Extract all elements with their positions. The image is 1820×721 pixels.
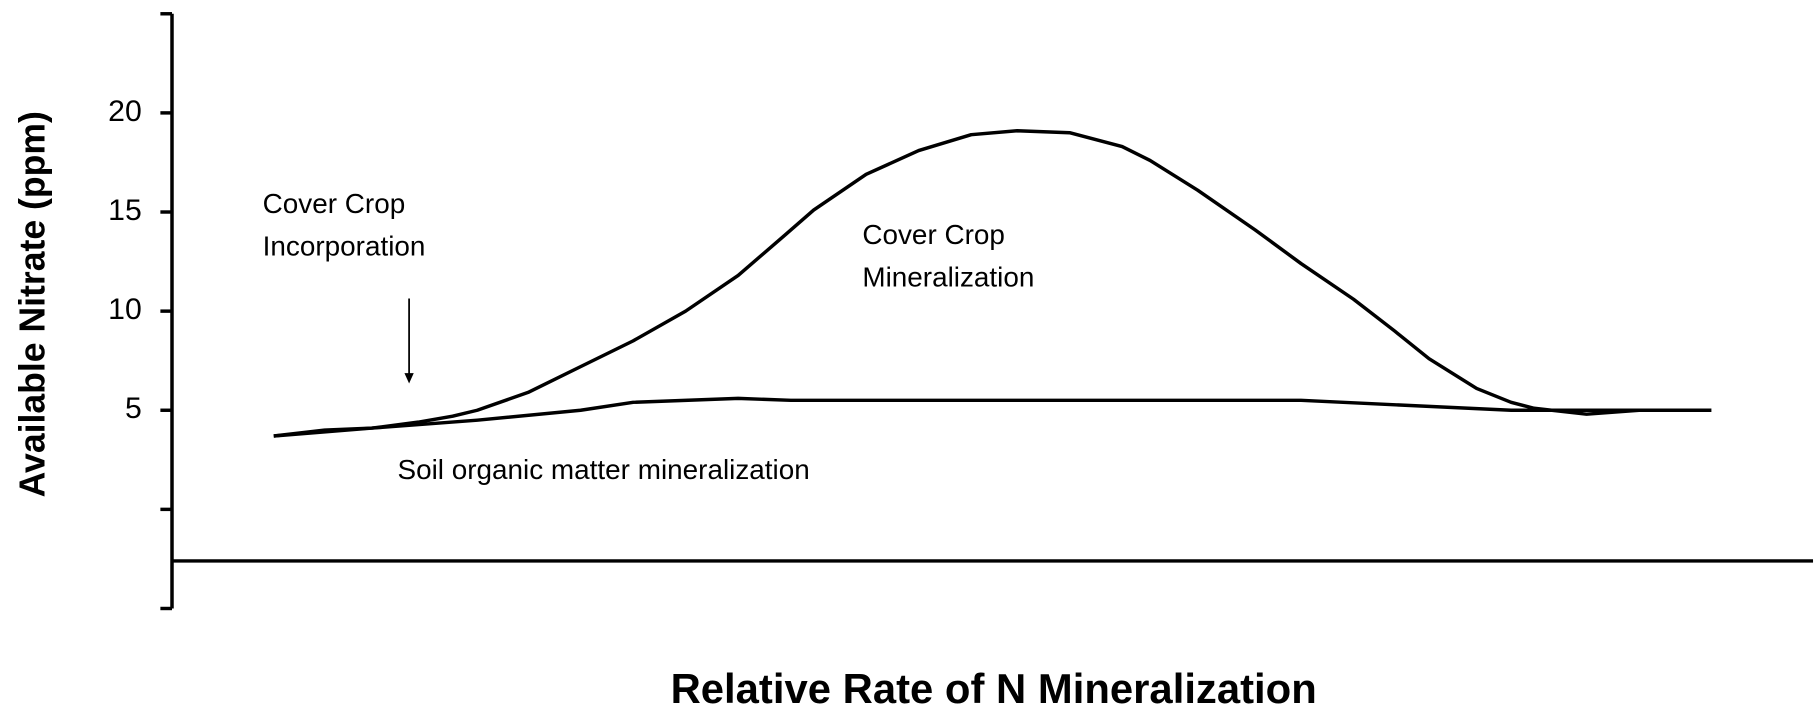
y-axis-title: Available Nitrate (ppm) [12,111,52,497]
line-series [273,396,1712,438]
annotation: Incorporation [263,230,426,261]
annotation: Soil organic matter mineralization [397,454,809,485]
annotation: Mineralization [862,261,1034,292]
annotation: Cover Crop [263,188,406,219]
y-tick-label: 15 [108,194,142,227]
x-axis-title: Relative Rate of N Mineralization [671,665,1317,712]
line-series [273,129,1712,438]
y-tick-label: 5 [125,392,142,425]
arrow-head [404,373,414,384]
y-tick-label: 10 [108,293,142,326]
annotation: Cover Crop [862,219,1005,250]
y-tick-label: 20 [108,95,142,128]
